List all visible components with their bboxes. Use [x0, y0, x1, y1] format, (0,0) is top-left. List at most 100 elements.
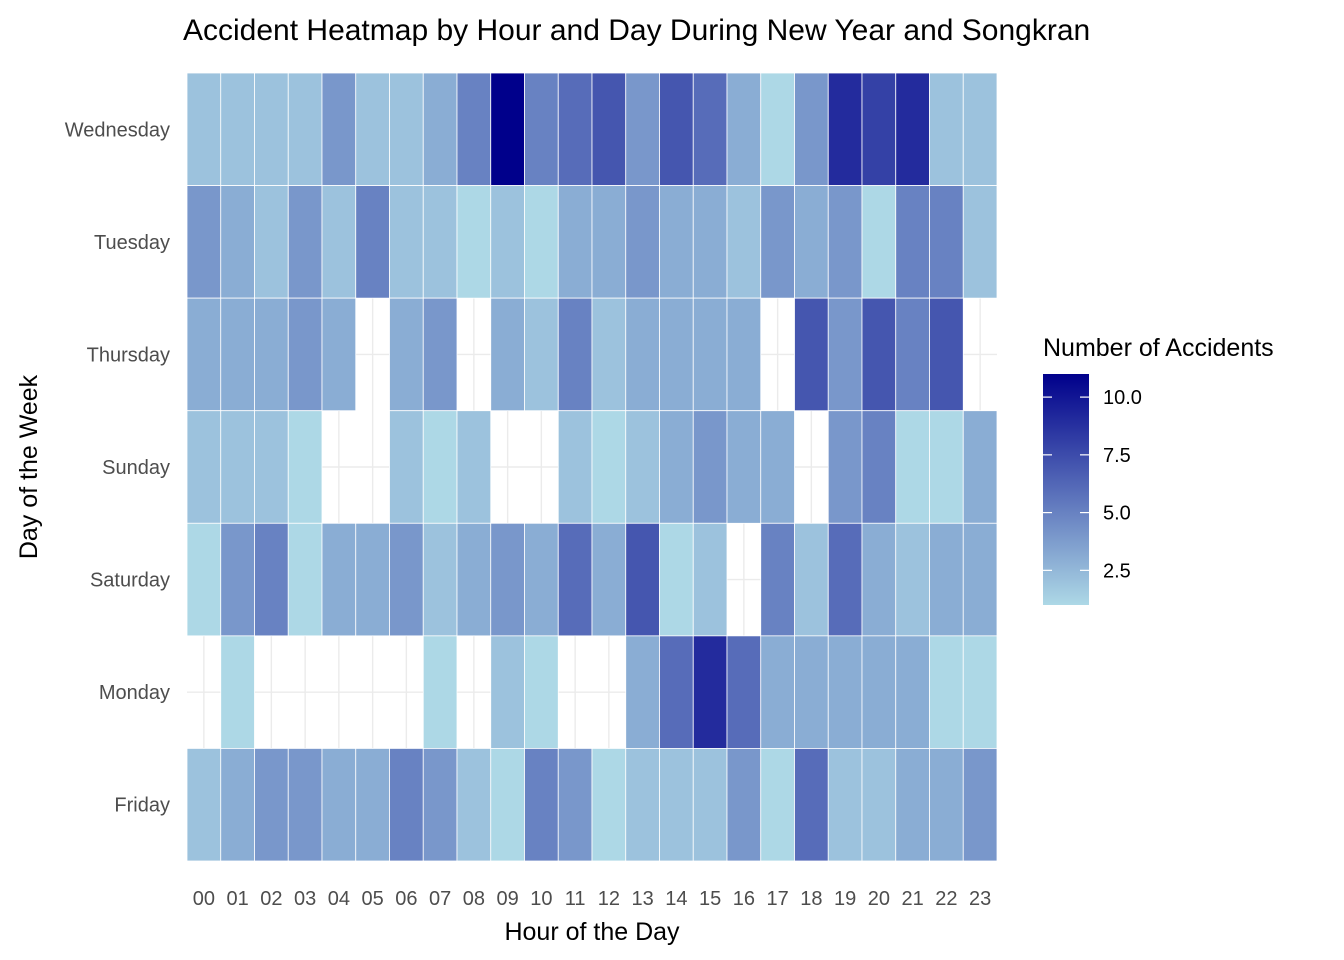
- heatmap-cell: [692, 297, 728, 412]
- heatmap-cell: [186, 297, 222, 412]
- heatmap-cell: [557, 185, 593, 299]
- heatmap-cell: [220, 297, 255, 412]
- heatmap-cell: [557, 410, 593, 524]
- heatmap-cell: [287, 410, 323, 524]
- heatmap-cell: [422, 410, 458, 524]
- x-tick-label: 01: [227, 888, 249, 910]
- y-tick-label: Monday: [99, 682, 170, 704]
- heatmap-cell: [895, 635, 930, 749]
- heatmap-cell: [659, 635, 694, 749]
- x-tick-label: 20: [868, 888, 890, 910]
- x-tick-label: 14: [665, 888, 687, 910]
- heatmap-cell: [591, 410, 627, 524]
- heatmap-cell: [726, 185, 762, 299]
- heatmap-cell: [929, 72, 964, 186]
- heatmap-cell: [524, 297, 559, 412]
- heatmap-cell: [186, 72, 222, 186]
- heatmap-cell: [220, 522, 255, 637]
- heatmap-cell: [625, 72, 660, 186]
- heatmap-cell: [321, 72, 357, 186]
- x-tick-label: 10: [530, 888, 552, 910]
- heatmap-cell: [929, 522, 964, 637]
- heatmap-cell: [895, 185, 930, 299]
- y-tick-label: Thursday: [87, 344, 170, 366]
- heatmap-cell: [962, 748, 998, 862]
- heatmap-cell: [355, 522, 390, 637]
- heatmap-cell: [220, 72, 255, 186]
- heatmap-cell: [220, 185, 255, 299]
- heatmap-cell: [254, 522, 289, 637]
- heatmap-cell: [254, 748, 289, 862]
- heatmap-cell: [625, 522, 660, 637]
- x-tick-label: 21: [902, 888, 924, 910]
- heatmap-cell: [794, 635, 829, 749]
- x-tick-label: 05: [362, 888, 384, 910]
- heatmap-cell: [186, 748, 222, 862]
- heatmap-cell: [692, 185, 728, 299]
- heatmap-cell: [389, 522, 424, 637]
- x-tick-label: 18: [800, 888, 822, 910]
- heatmap-cell: [692, 410, 728, 524]
- heatmap-cell: [726, 635, 762, 749]
- heatmap-cell: [254, 72, 289, 186]
- heatmap-cell: [659, 72, 694, 186]
- heatmap-cell: [861, 635, 897, 749]
- x-tick-label: 06: [395, 888, 417, 910]
- heatmap-cell: [861, 522, 897, 637]
- heatmap-cell: [726, 410, 762, 524]
- x-tick-label: 00: [193, 888, 215, 910]
- heatmap-cell: [625, 635, 660, 749]
- heatmap-cell: [287, 297, 323, 412]
- legend-ticks: 2.5 5.0 7.5 10.0: [1043, 387, 1142, 582]
- heatmap-cell: [861, 297, 897, 412]
- x-tick-label: 19: [834, 888, 856, 910]
- heatmap-cell: [962, 72, 998, 186]
- heatmap-cell: [827, 72, 863, 186]
- heatmap-cell: [827, 635, 863, 749]
- y-tick-label: Friday: [114, 795, 170, 817]
- heatmap-cell: [895, 748, 930, 862]
- heatmap-cell: [321, 297, 357, 412]
- heatmap-cell: [389, 748, 424, 862]
- heatmap-cell: [591, 297, 627, 412]
- heatmap-cell: [692, 635, 728, 749]
- heatmap-cell: [659, 748, 694, 862]
- heatmap-cell: [321, 185, 357, 299]
- heatmap-cell: [692, 522, 728, 637]
- heatmap-cell: [186, 522, 222, 637]
- heatmap-cell: [456, 185, 492, 299]
- heatmap-cell: [591, 185, 627, 299]
- heatmap-cell: [557, 72, 593, 186]
- heatmap-cell: [254, 185, 289, 299]
- heatmap-cell: [760, 185, 795, 299]
- heatmap-cell: [827, 297, 863, 412]
- heatmap-cell: [929, 748, 964, 862]
- heatmap-cell: [861, 748, 897, 862]
- heatmap-cell: [659, 522, 694, 637]
- heatmap-cell: [524, 748, 559, 862]
- heatmap-cell: [861, 72, 897, 186]
- y-tick-label: Sunday: [102, 457, 170, 479]
- heatmap-cell: [827, 410, 863, 524]
- heatmap-cell: [929, 635, 964, 749]
- heatmap-cell: [794, 748, 829, 862]
- heatmap-cell: [794, 522, 829, 637]
- heatmap-cell: [389, 410, 424, 524]
- legend-tick-label: 5.0: [1103, 503, 1131, 525]
- x-tick-label: 12: [598, 888, 620, 910]
- heatmap-cell: [692, 72, 728, 186]
- x-tick-label: 09: [497, 888, 519, 910]
- heatmap-cell: [490, 297, 525, 412]
- heatmap-cell: [760, 748, 795, 862]
- heatmap-cell: [794, 185, 829, 299]
- heatmap-cell: [422, 72, 458, 186]
- heatmap-cell: [827, 185, 863, 299]
- heatmap-cell: [220, 410, 255, 524]
- heatmap-cell: [389, 72, 424, 186]
- legend-title: Number of Accidents: [1043, 334, 1274, 362]
- heatmap-cell: [490, 185, 525, 299]
- x-tick-label: 11: [565, 888, 586, 910]
- x-tick-label: 16: [733, 888, 755, 910]
- heatmap-cell: [760, 410, 795, 524]
- heatmap-cell: [287, 185, 323, 299]
